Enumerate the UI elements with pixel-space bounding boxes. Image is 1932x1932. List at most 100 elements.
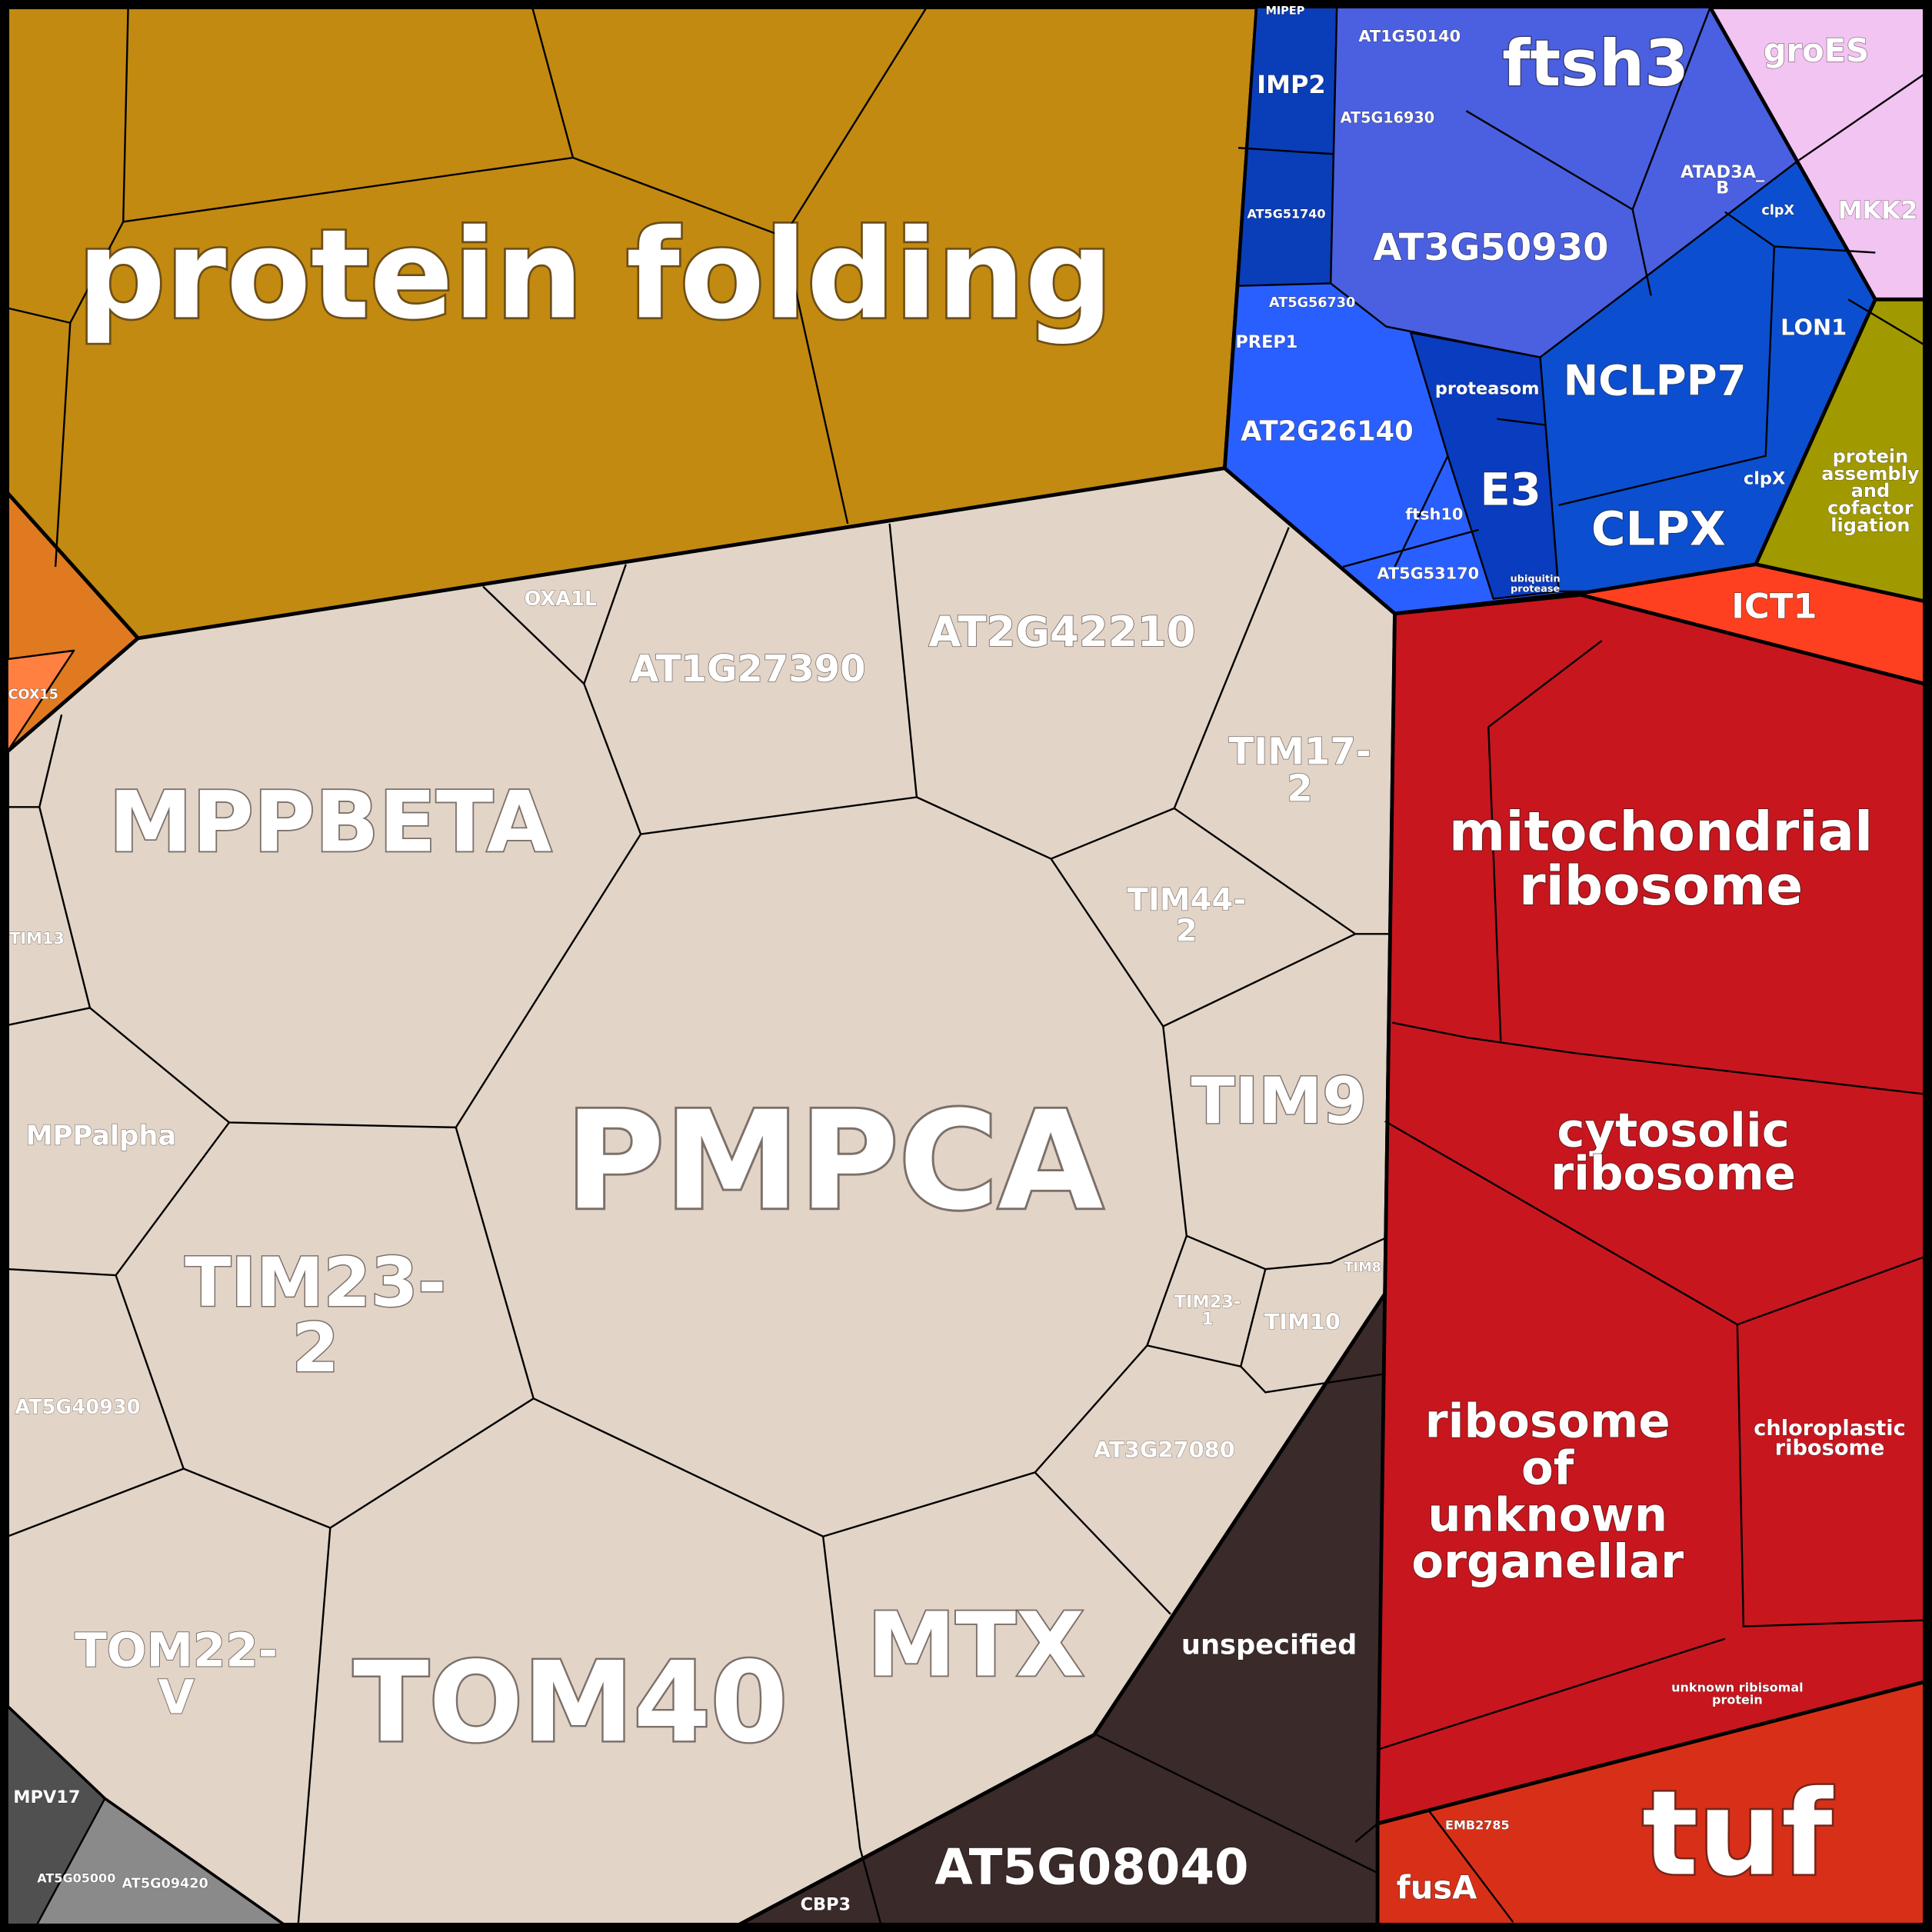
region-label: tuf xyxy=(1642,1766,1834,1902)
region-label: OXA1L xyxy=(525,588,598,611)
region-label: MTX xyxy=(868,1594,1084,1697)
region-label: TIM9 xyxy=(1191,1064,1367,1138)
region-label: TOM22- xyxy=(75,1624,278,1678)
region-label: ftsh10 xyxy=(1405,505,1463,524)
cell-border xyxy=(782,236,849,525)
cell-border xyxy=(1774,245,1876,254)
region-label: PREP1 xyxy=(1235,332,1297,352)
cell-border xyxy=(1096,1734,1378,1874)
region-label: organellar xyxy=(1411,1534,1684,1589)
region-label: AT5G08040 xyxy=(934,1839,1248,1896)
region-label: TIM10 xyxy=(1264,1309,1341,1335)
region-label: clpX xyxy=(1744,469,1785,489)
region-label: LON1 xyxy=(1780,315,1847,341)
cell-border xyxy=(1240,1365,1385,1394)
region-label: 1 xyxy=(1201,1309,1214,1329)
region-label: of xyxy=(1521,1441,1575,1495)
region-label: 2 xyxy=(1287,768,1312,811)
region-label: MPPalpha xyxy=(26,1121,177,1152)
region-label: ribosome xyxy=(1775,1437,1885,1461)
region-label: ATAD3A_ xyxy=(1681,162,1765,182)
cell-border xyxy=(1392,1021,1925,1095)
cell-border xyxy=(1736,1324,1925,1627)
region-label: TIM23- xyxy=(1174,1292,1241,1312)
region-label: chloroplastic xyxy=(1754,1417,1906,1441)
region-label: COX15 xyxy=(8,688,58,703)
region-label: AT3G50930 xyxy=(1373,226,1608,269)
cell-border xyxy=(1497,418,1547,426)
cell-border xyxy=(7,307,71,324)
region-label: TIM17- xyxy=(1229,730,1371,773)
region-label: AT5G56730 xyxy=(1269,295,1355,311)
region-label: AT5G05000 xyxy=(37,1871,115,1886)
region-label: AT2G42210 xyxy=(928,607,1195,656)
region-label: AT5G16930 xyxy=(1341,108,1435,126)
cell-border xyxy=(1034,1471,1171,1615)
region-label: AT2G26140 xyxy=(1241,415,1414,447)
e3-region xyxy=(1410,331,1560,600)
region-label: clpX xyxy=(1761,203,1794,218)
region-label: CBP3 xyxy=(801,1894,851,1914)
region-label: MKK2 xyxy=(1838,196,1918,225)
cell-border xyxy=(123,7,575,223)
region-label: B xyxy=(1716,178,1729,198)
region-label: TIM8 xyxy=(1344,1261,1381,1276)
navy-region xyxy=(1237,6,1338,287)
region-label: TIM44- xyxy=(1128,883,1246,918)
region-label: 2 xyxy=(291,1308,338,1387)
region-label: 2 xyxy=(1176,914,1198,949)
region-label: protein xyxy=(1833,445,1909,467)
region-label: assembly xyxy=(1821,463,1920,485)
region-label: ribosome xyxy=(1551,1147,1796,1201)
cell-border xyxy=(1428,1810,1514,1923)
region-label: AT1G27390 xyxy=(630,648,865,691)
region-label: MPPBETA xyxy=(109,773,552,871)
region-label: protein folding xyxy=(77,202,1113,346)
region-label: cytosolic xyxy=(1557,1103,1789,1158)
cell-border xyxy=(1558,211,1776,507)
region-label: and xyxy=(1851,480,1890,501)
region-label: V xyxy=(158,1670,195,1724)
region-label: NCLPP7 xyxy=(1564,355,1747,405)
cell-border xyxy=(1465,7,1711,212)
region-label: MIPEP xyxy=(1266,5,1305,17)
cell-border xyxy=(1798,73,1926,162)
region-label: CLPX xyxy=(1591,502,1726,557)
cell-border xyxy=(821,1536,882,1925)
region-label: ligation xyxy=(1830,515,1910,536)
cell-border xyxy=(455,1127,1148,1538)
cell-border xyxy=(7,564,642,1129)
region-label: AT5G51740 xyxy=(1247,206,1325,221)
cell-border xyxy=(1342,528,1479,568)
region-label: TIM13 xyxy=(9,929,65,948)
region-label: EMB2785 xyxy=(1445,1818,1510,1833)
cell-border xyxy=(1237,147,1334,155)
region-label: IMP2 xyxy=(1257,70,1326,99)
cell-border xyxy=(916,527,1290,860)
region-label: unknown xyxy=(1427,1487,1667,1542)
cell-border xyxy=(1384,1120,1925,1326)
cell-border xyxy=(1631,209,1652,296)
region-label: unspecified xyxy=(1181,1629,1357,1661)
region-label: ICT1 xyxy=(1731,585,1817,626)
cell-border xyxy=(1487,640,1603,728)
region-label: ribosome xyxy=(1425,1394,1671,1449)
region-label: AT5G53170 xyxy=(1377,565,1479,583)
region-label: E3 xyxy=(1480,463,1541,515)
region-label: TOM40 xyxy=(353,1638,788,1767)
region-label: ftsh3 xyxy=(1502,26,1689,101)
cell-border xyxy=(54,7,129,568)
region-label: proteasom xyxy=(1435,379,1540,399)
region-label: mitochondrial xyxy=(1449,801,1873,864)
region-label: cofactor xyxy=(1827,498,1914,519)
cell-border xyxy=(1487,727,1502,1041)
cell-border xyxy=(297,1527,331,1925)
cell-border xyxy=(38,714,63,808)
region-label: protein xyxy=(1712,1692,1763,1707)
region-label: unknown ribisomal xyxy=(1671,1680,1804,1694)
cell-border xyxy=(1394,455,1449,568)
cell-border xyxy=(482,585,585,685)
region-label: AT1G50140 xyxy=(1358,27,1461,45)
